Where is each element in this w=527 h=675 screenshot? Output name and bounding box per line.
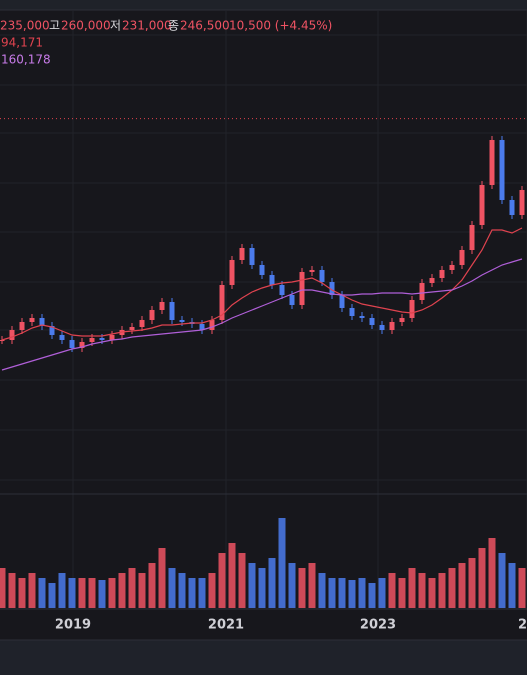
volume-bar: [188, 578, 196, 608]
volume-bar: [398, 578, 406, 608]
ma-line: [1, 258, 523, 371]
volume-bar: [8, 573, 16, 608]
volume-bar: [508, 563, 516, 608]
volume-bar: [148, 563, 156, 608]
volume-bar: [0, 568, 6, 608]
volume-bar: [348, 580, 356, 608]
ma-long-value: 160,178: [1, 53, 51, 67]
volume-bar: [318, 573, 326, 608]
ma-line: [1, 227, 523, 341]
volume-bar: [68, 578, 76, 608]
volume-bar: [268, 558, 276, 608]
volume-bar: [328, 578, 336, 608]
volume-bar: [458, 563, 466, 608]
change-value: 10,500 (+4.45%): [229, 19, 332, 33]
volume-bar: [358, 578, 366, 608]
volume-bar: [168, 568, 176, 608]
open-value: 235,000: [0, 19, 50, 33]
volume-bar: [158, 548, 166, 608]
volume-bar: [228, 543, 236, 608]
volume-bar: [238, 553, 246, 608]
low-value: 231,000: [122, 19, 172, 33]
volume-bar: [428, 578, 436, 608]
volume-bar: [488, 538, 496, 608]
x-tick-label: 20: [518, 618, 527, 633]
volume-bar: [98, 580, 106, 608]
volume-bar: [18, 578, 26, 608]
volume-bar: [448, 568, 456, 608]
grid: [0, 11, 527, 608]
high-value: 260,000: [61, 19, 111, 33]
volume-bar: [28, 573, 36, 608]
volume-bar: [78, 578, 86, 608]
volume-bar: [388, 573, 396, 608]
volume-bar: [258, 568, 266, 608]
volume-bar: [438, 573, 446, 608]
bottom-panel: [0, 640, 527, 675]
x-tick-label: 2023: [360, 618, 396, 633]
volume-bar: [368, 583, 376, 608]
volume-bar: [498, 553, 506, 608]
volume-bar: [418, 573, 426, 608]
volume-bar: [208, 573, 216, 608]
low-label: 저: [110, 19, 121, 33]
volume-bar: [468, 558, 476, 608]
close-value: 246,500: [180, 19, 230, 33]
volume-bar: [178, 573, 186, 608]
volume-bar: [248, 563, 256, 608]
volume-bar: [48, 583, 56, 608]
volume-bar: [108, 578, 116, 608]
volume-bar: [478, 548, 486, 608]
volume-bar: [198, 578, 206, 608]
volume-bar: [38, 578, 46, 608]
x-tick-label: 2021: [208, 618, 244, 633]
volume-bar: [88, 578, 96, 608]
volume-bar: [308, 563, 316, 608]
close-label: 종: [168, 19, 179, 33]
volume-bar: [338, 578, 346, 608]
plot: 2019 2021 2023 20: [0, 118, 527, 633]
x-tick-label: 2019: [55, 618, 91, 633]
volume-bar: [58, 573, 66, 608]
high-label: 고: [49, 19, 60, 33]
volume-bar: [298, 568, 306, 608]
volume-bar: [218, 553, 226, 608]
volume-bar: [118, 573, 126, 608]
volume-bar: [278, 518, 286, 608]
volume-bar: [128, 568, 136, 608]
volume-bar: [378, 578, 386, 608]
volume-bar: [518, 568, 526, 608]
volume-bar: [408, 568, 416, 608]
volume-bar: [288, 563, 296, 608]
ma-short-value: 94,171: [1, 36, 43, 50]
top-bar: [0, 0, 527, 10]
volume-bar: [138, 573, 146, 608]
